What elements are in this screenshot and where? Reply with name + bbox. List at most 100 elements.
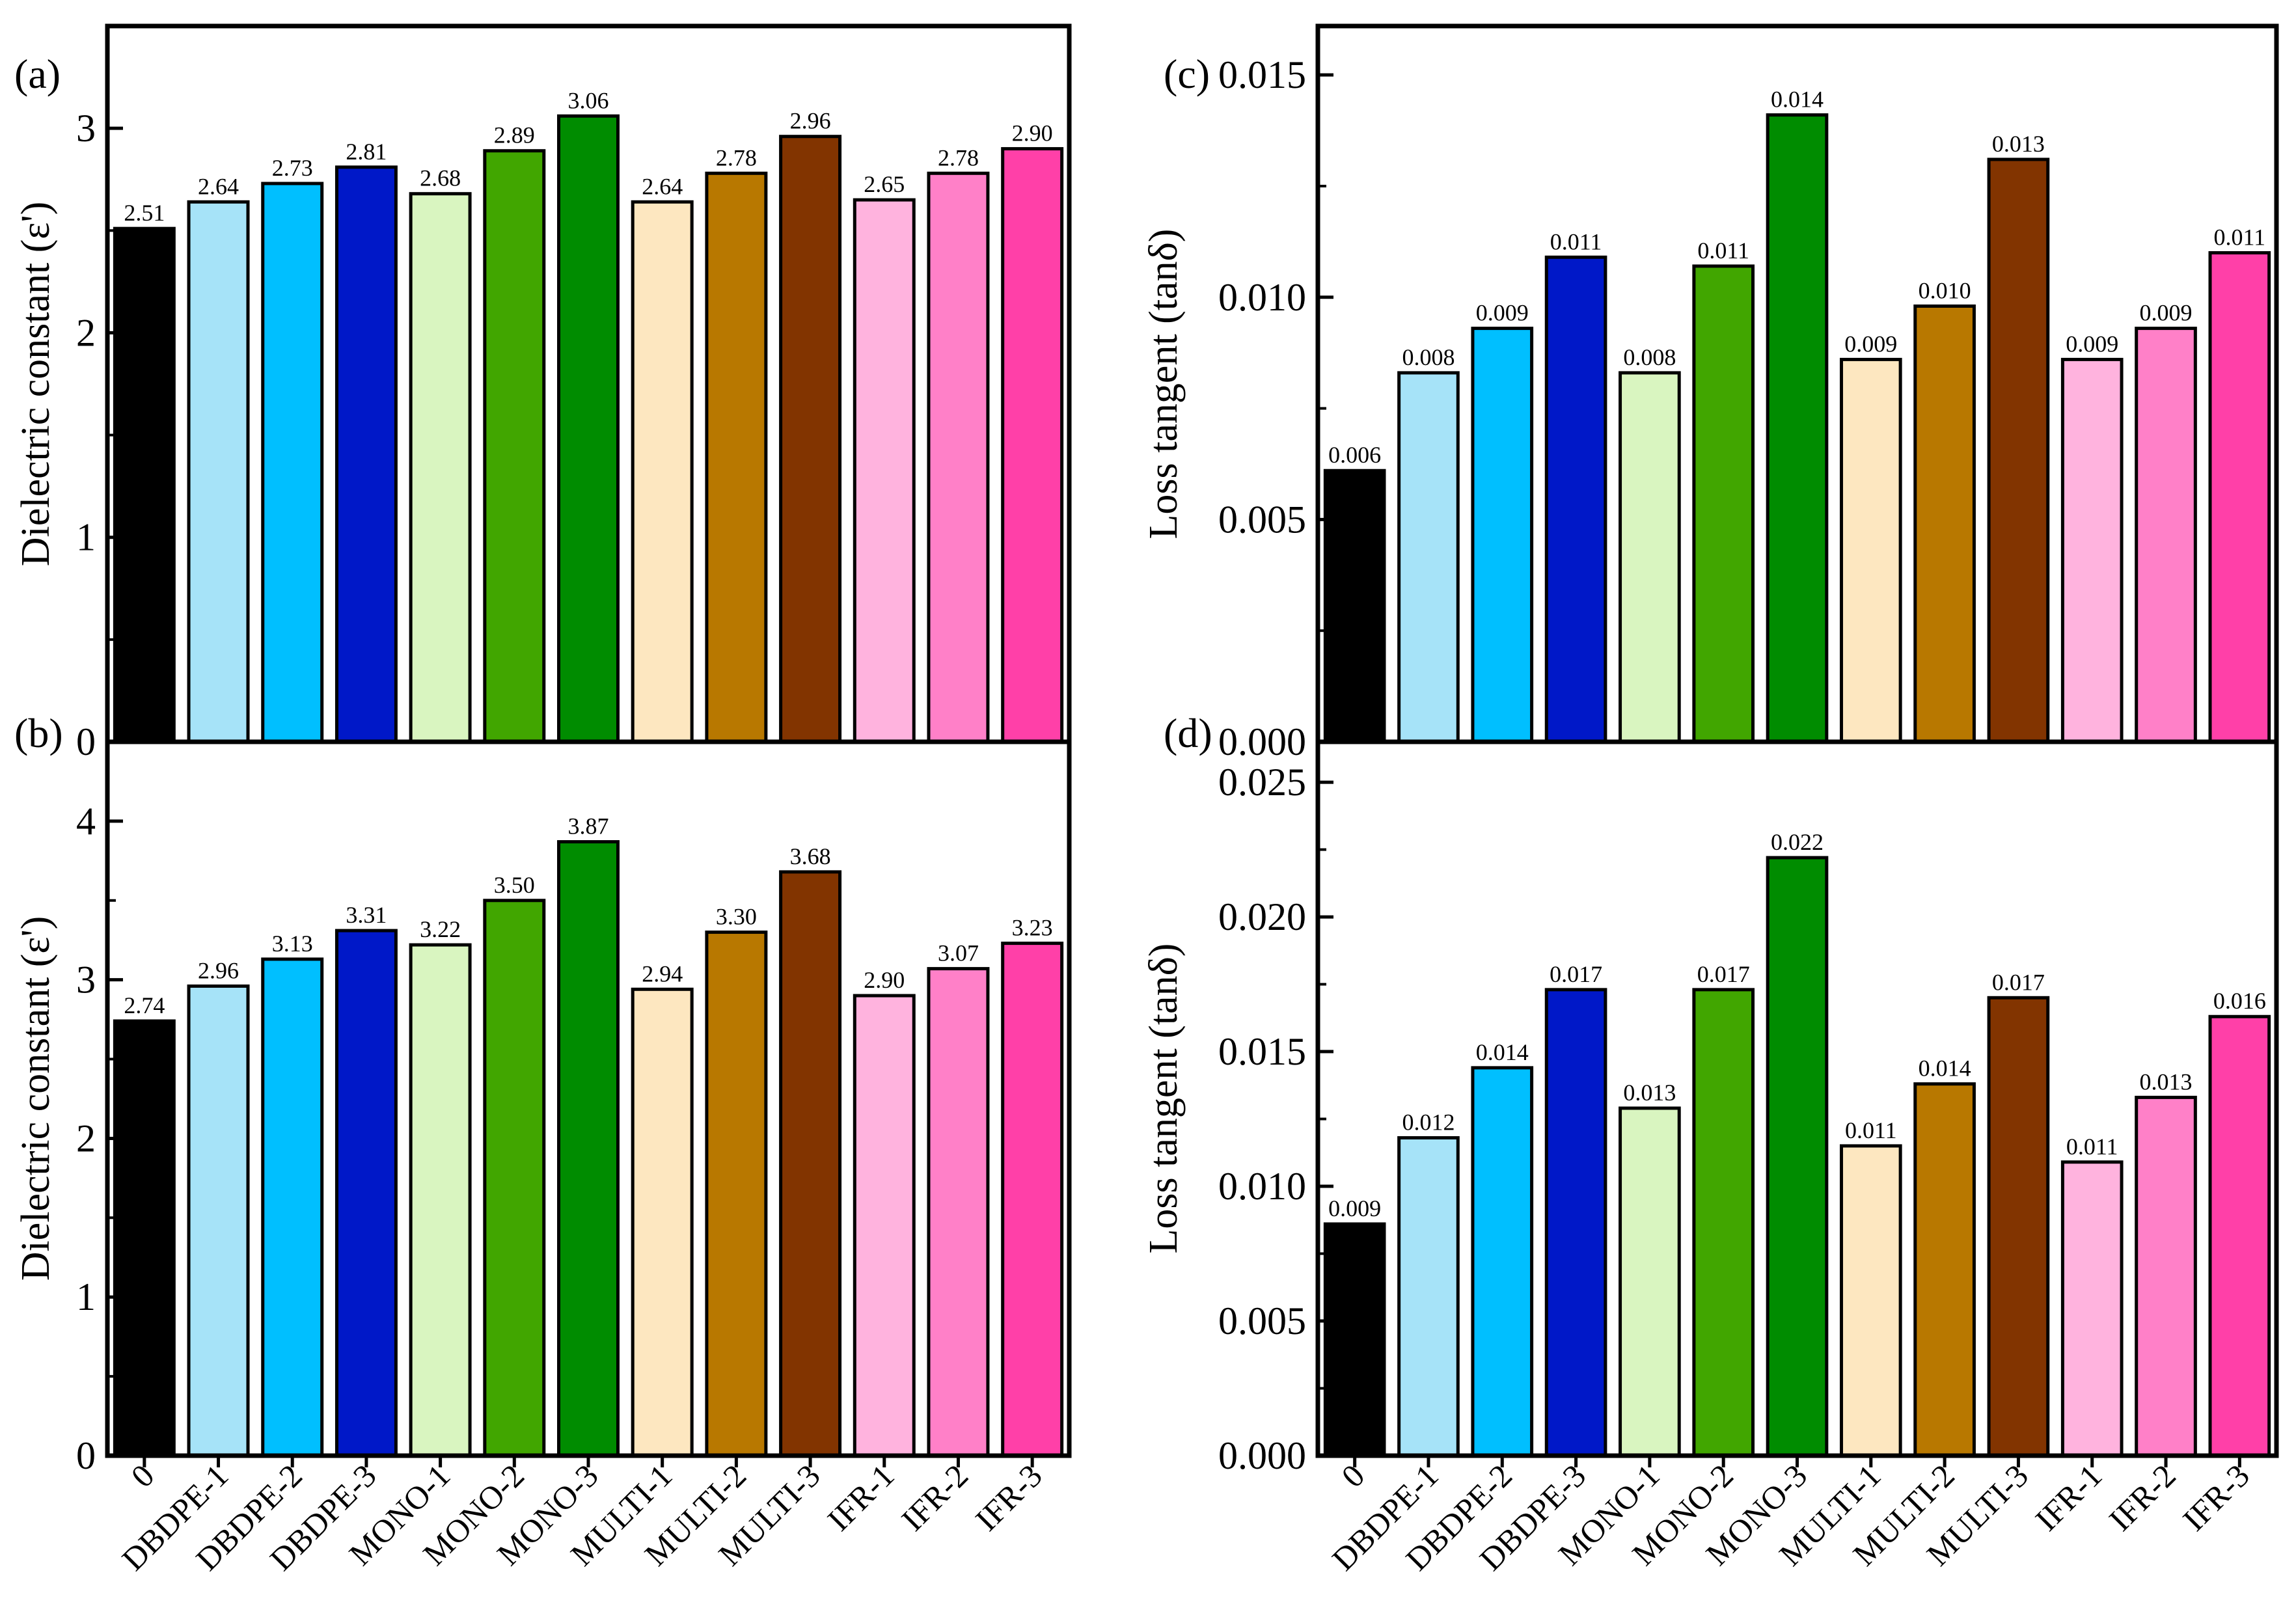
chart-panel-d: (d) 0.009 0.012 0.014 0.017 0.013 0.017 0.022 0… [1141,710,2279,1577]
value-label-c-8: 0.010 [1919,277,1971,303]
y-tick-label-b-4: 4 [76,800,96,843]
bar-a-MONO-1 [409,192,472,744]
y-tick-label-c-3: 0.015 [1218,53,1306,96]
y-tick-label-d-1: 0.005 [1218,1299,1306,1342]
value-label-a-2: 2.73 [272,155,313,181]
bar-c-DBDPE-1 [1397,371,1460,744]
bar-b-MULTI-3 [779,870,842,1458]
bar-d-IFR-3 [2208,1014,2271,1458]
value-label-a-4: 2.68 [420,165,461,191]
value-label-a-3: 2.81 [346,139,387,165]
value-label-d-7: 0.011 [1845,1117,1897,1143]
value-label-b-0: 2.74 [124,992,165,1018]
value-label-a-5: 2.89 [494,122,535,148]
value-label-b-10: 2.90 [864,967,905,993]
bar-d-MONO-2 [1692,988,1755,1458]
bar-c-0 [1323,469,1386,744]
bar-a-IFR-3 [1001,147,1064,744]
value-label-b-8: 3.30 [716,904,757,930]
y-tick-label-b-3: 3 [76,959,96,1001]
y-tick-label-c-2: 0.010 [1218,276,1306,319]
value-label-b-5: 3.50 [494,872,535,898]
y-tick-label-d-0: 0.000 [1218,1434,1306,1477]
value-label-d-10: 0.011 [2066,1134,2118,1160]
value-label-b-9: 3.68 [790,843,831,869]
panel-label-c: (c) [1164,51,1210,97]
y-tick-label-a-0: 0 [76,720,96,763]
bar-d-IFR-1 [2060,1160,2124,1458]
bar-c-IFR-2 [2135,327,2197,744]
y-tick-label-b-1: 1 [76,1275,96,1318]
value-label-b-1: 2.96 [198,957,239,983]
y-axis-title-d: Loss tangent (tanδ) [1141,944,1186,1254]
value-label-d-2: 0.014 [1476,1039,1529,1065]
value-label-a-1: 2.64 [198,173,239,199]
y-axis-title-a: Dielectric constant (ε') [14,202,58,567]
bar-d-DBDPE-2 [1471,1066,1534,1458]
bar-d-DBDPE-3 [1544,988,1607,1458]
value-label-c-5: 0.011 [1697,238,1749,264]
value-label-d-9: 0.017 [1992,969,2045,995]
value-label-c-9: 0.013 [1992,131,2045,157]
bar-a-0 [113,226,176,744]
bar-a-IFR-2 [927,171,990,744]
bar-a-MULTI-2 [705,171,768,744]
bar-c-MULTI-1 [1839,357,1902,744]
bar-c-MONO-1 [1619,371,1681,744]
panel-label-b: (b) [14,710,63,756]
y-tick-label-a-2: 2 [76,311,96,354]
bar-b-DBDPE-3 [335,929,398,1458]
bar-d-IFR-2 [2135,1095,2197,1458]
value-label-a-10: 2.65 [864,171,905,197]
panel-label-a: (a) [14,51,61,97]
bar-d-MULTI-2 [1913,1082,1976,1458]
value-label-b-11: 3.07 [938,940,979,966]
value-label-b-4: 3.22 [420,916,461,942]
y-axis-title-b: Dielectric constant (ε') [14,916,58,1281]
value-label-d-12: 0.016 [2213,988,2266,1014]
bar-a-IFR-1 [853,198,916,744]
bar-b-MULTI-2 [705,931,768,1458]
y-axis-title-c: Loss tangent (tanδ) [1141,229,1186,539]
y-tick-label-b-2: 2 [76,1117,96,1160]
bar-a-MULTI-1 [631,200,694,744]
bar-a-MONO-2 [483,149,546,744]
value-label-b-6: 3.87 [568,813,609,839]
bar-b-MONO-1 [409,943,472,1458]
bar-d-MULTI-3 [1987,996,2050,1458]
bar-d-MONO-3 [1766,856,1829,1458]
bar-b-IFR-1 [853,994,916,1458]
value-label-d-1: 0.012 [1402,1109,1455,1136]
value-label-a-12: 2.90 [1012,120,1053,146]
value-label-b-3: 3.31 [346,902,387,928]
bar-a-MULTI-3 [779,135,842,744]
y-tick-label-d-2: 0.010 [1218,1165,1306,1208]
y-tick-label-c-1: 0.005 [1218,498,1306,541]
bar-c-IFR-1 [2060,357,2124,744]
bar-b-DBDPE-2 [261,957,324,1458]
value-label-d-6: 0.022 [1771,829,1824,855]
bar-c-MULTI-2 [1913,304,1976,744]
value-label-a-7: 2.64 [642,173,683,199]
chart-panel-a: (a) 2.51 2.64 2.73 2.81 2.68 2.89 3.06 2.64 2.78… [14,23,1072,763]
value-label-a-8: 2.78 [716,144,757,170]
bar-d-DBDPE-1 [1397,1136,1460,1458]
value-label-a-0: 2.51 [124,200,165,226]
value-label-c-3: 0.011 [1550,228,1602,254]
chart-panel-c: (c) 0.006 0.008 0.009 0.011 0.008 0.011 0.014 0… [1141,23,2279,763]
bar-b-IFR-2 [927,967,990,1458]
value-label-d-8: 0.014 [1919,1055,1971,1082]
value-label-d-0: 0.009 [1328,1195,1381,1221]
bar-c-IFR-3 [2208,251,2271,744]
bar-a-DBDPE-2 [261,182,324,744]
y-tick-label-c-0: 0.000 [1218,720,1306,763]
bar-c-DBDPE-2 [1471,327,1534,744]
value-label-c-10: 0.009 [2066,331,2118,357]
bar-a-MONO-3 [557,114,620,744]
bar-d-MONO-1 [1619,1106,1681,1458]
value-label-d-5: 0.017 [1697,961,1750,987]
y-tick-label-d-3: 0.015 [1218,1030,1306,1073]
y-tick-label-a-3: 3 [76,107,96,150]
bar-c-DBDPE-3 [1544,255,1607,744]
